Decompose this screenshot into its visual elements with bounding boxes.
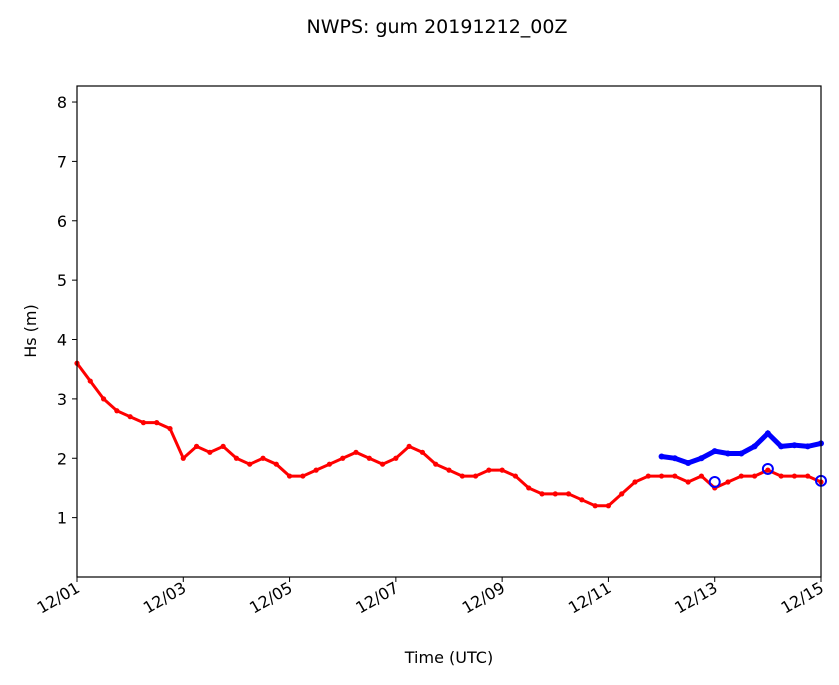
data-point	[711, 448, 718, 455]
data-point	[127, 414, 133, 420]
data-point	[247, 461, 253, 467]
data-point	[154, 420, 160, 426]
data-point	[672, 473, 678, 479]
data-point	[260, 455, 266, 461]
data-point	[100, 396, 107, 402]
data-point	[340, 455, 346, 461]
data-point	[791, 442, 798, 449]
data-point	[725, 450, 731, 457]
data-point	[579, 497, 585, 503]
data-point	[725, 479, 731, 485]
data-point	[565, 491, 572, 497]
data-point	[645, 473, 651, 479]
data-point	[419, 449, 426, 455]
data-point	[698, 473, 705, 479]
marker-point	[761, 462, 774, 475]
y-tick-label: 5	[57, 271, 67, 290]
y-axis-label: Hs (m)	[21, 304, 40, 358]
y-tick-label: 6	[57, 212, 67, 231]
data-point	[539, 491, 545, 497]
data-point	[605, 503, 612, 509]
x-tick-label: 12/13	[671, 578, 720, 618]
x-tick-label: 12/05	[246, 578, 295, 618]
data-point	[685, 479, 691, 485]
data-point	[804, 443, 811, 450]
data-point	[805, 473, 811, 479]
data-point	[446, 467, 452, 473]
data-point	[286, 473, 293, 479]
data-point	[499, 467, 505, 473]
data-point	[140, 420, 147, 426]
y-tick-label: 1	[57, 509, 67, 528]
data-point	[366, 455, 372, 461]
y-tick-label: 8	[57, 93, 67, 112]
x-tick-label: 12/15	[778, 578, 827, 618]
data-point	[671, 455, 678, 462]
data-point	[379, 461, 386, 467]
data-point	[180, 455, 186, 461]
data-point	[326, 461, 333, 467]
y-tick-label: 4	[57, 331, 67, 350]
data-point	[393, 455, 399, 461]
series-line-nwps	[661, 429, 822, 466]
x-tick-label: 12/09	[459, 578, 508, 618]
data-point	[472, 473, 479, 479]
data-point	[778, 443, 785, 450]
x-tick-label: 12/03	[140, 578, 189, 618]
data-point	[552, 491, 558, 497]
data-point	[406, 443, 412, 449]
data-point	[698, 455, 705, 462]
data-point	[486, 467, 492, 473]
data-point	[207, 449, 213, 455]
data-point	[313, 467, 319, 473]
chart-title: NWPS: gum 20191212_00Z	[306, 16, 567, 38]
data-point	[273, 461, 279, 467]
x-tick-label: 12/01	[34, 578, 83, 618]
plot-frame	[76, 85, 822, 578]
data-point	[632, 479, 638, 485]
data-point	[738, 473, 744, 479]
data-point	[658, 453, 665, 460]
data-point	[738, 450, 745, 457]
y-tick-label: 7	[57, 152, 67, 171]
data-point	[778, 473, 784, 479]
x-tick-label: 12/07	[352, 578, 401, 618]
data-point	[353, 449, 359, 455]
data-point	[658, 473, 665, 479]
data-point	[300, 473, 306, 479]
marker-point	[708, 476, 721, 489]
data-point	[193, 443, 200, 449]
data-point	[167, 425, 173, 432]
y-tick-label: 3	[57, 390, 67, 409]
y-tick-label: 2	[57, 449, 67, 468]
data-point	[526, 485, 532, 491]
data-point	[114, 408, 120, 414]
data-point	[87, 378, 93, 384]
data-point	[592, 503, 598, 509]
x-tick-label: 12/11	[565, 578, 614, 618]
data-point	[791, 473, 798, 479]
data-point	[220, 443, 226, 449]
data-point	[765, 467, 771, 473]
x-axis-label: Time (UTC)	[404, 648, 493, 667]
data-point	[233, 455, 240, 461]
data-point	[512, 473, 519, 479]
data-point	[751, 473, 758, 479]
data-point	[764, 430, 771, 437]
data-point	[685, 460, 692, 467]
data-point	[459, 473, 465, 479]
data-point	[619, 491, 625, 497]
data-point	[751, 443, 758, 450]
data-point	[433, 461, 439, 467]
